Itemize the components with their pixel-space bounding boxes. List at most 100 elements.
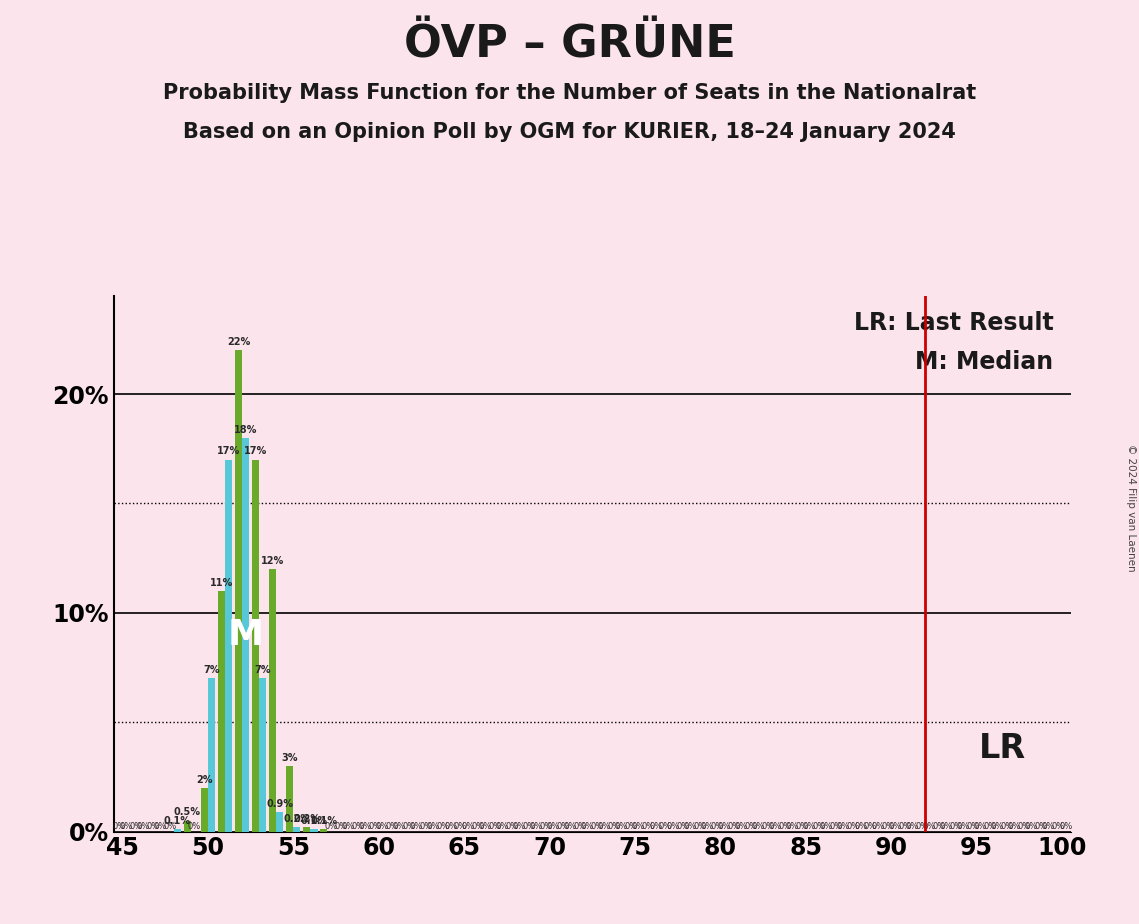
Text: 0%: 0% <box>786 822 798 831</box>
Text: 0%: 0% <box>813 822 826 831</box>
Text: 17%: 17% <box>244 446 268 456</box>
Text: 0%: 0% <box>147 822 159 831</box>
Text: Probability Mass Function for the Number of Seats in the Nationalrat: Probability Mass Function for the Number… <box>163 83 976 103</box>
Text: 0%: 0% <box>454 822 467 831</box>
Text: 0%: 0% <box>325 822 337 831</box>
Bar <box>276 812 284 832</box>
Text: 0%: 0% <box>1018 822 1031 831</box>
Text: 0%: 0% <box>974 822 986 831</box>
Text: M: Median: M: Median <box>916 350 1054 374</box>
Bar <box>320 830 327 832</box>
Text: 0.1%: 0.1% <box>164 816 191 826</box>
Text: 0%: 0% <box>386 822 399 831</box>
Text: 0%: 0% <box>598 822 611 831</box>
Text: 0%: 0% <box>950 822 962 831</box>
Text: 3%: 3% <box>281 753 298 762</box>
Text: 0%: 0% <box>523 822 535 831</box>
Text: 0%: 0% <box>564 822 576 831</box>
Bar <box>286 766 293 832</box>
Text: 0%: 0% <box>1025 822 1038 831</box>
Text: 0%: 0% <box>1001 822 1014 831</box>
Text: 0%: 0% <box>923 822 935 831</box>
Text: 0%: 0% <box>1035 822 1048 831</box>
Text: 0.2%: 0.2% <box>293 814 320 824</box>
Text: 0%: 0% <box>762 822 775 831</box>
Text: 0%: 0% <box>632 822 645 831</box>
Bar <box>303 827 310 832</box>
Text: 0%: 0% <box>557 822 570 831</box>
Text: 0%: 0% <box>933 822 945 831</box>
Text: 0%: 0% <box>478 822 491 831</box>
Bar <box>252 460 259 832</box>
Text: LR: Last Result: LR: Last Result <box>854 311 1054 335</box>
Text: 0%: 0% <box>984 822 997 831</box>
Text: 0%: 0% <box>677 822 689 831</box>
Text: 0%: 0% <box>854 822 867 831</box>
Text: 0%: 0% <box>164 822 177 831</box>
Bar <box>241 438 249 832</box>
Text: 0%: 0% <box>1008 822 1021 831</box>
Text: 0%: 0% <box>779 822 792 831</box>
Text: 0%: 0% <box>410 822 423 831</box>
Text: 0%: 0% <box>369 822 382 831</box>
Text: 0%: 0% <box>820 822 833 831</box>
Text: 0%: 0% <box>472 822 484 831</box>
Text: 0%: 0% <box>728 822 740 831</box>
Text: 0%: 0% <box>957 822 969 831</box>
Text: 0%: 0% <box>837 822 850 831</box>
Text: 0%: 0% <box>796 822 809 831</box>
Text: 0%: 0% <box>1052 822 1065 831</box>
Text: 0%: 0% <box>342 822 354 831</box>
Text: 18%: 18% <box>233 425 257 434</box>
Text: 0%: 0% <box>1042 822 1055 831</box>
Text: 0%: 0% <box>461 822 474 831</box>
Text: 0%: 0% <box>608 822 621 831</box>
Text: 0%: 0% <box>625 822 638 831</box>
Text: 0%: 0% <box>137 822 149 831</box>
Text: 0%: 0% <box>506 822 518 831</box>
Text: 0.2%: 0.2% <box>284 814 311 824</box>
Text: 0%: 0% <box>615 822 628 831</box>
Text: 7%: 7% <box>254 665 271 675</box>
Text: 0%: 0% <box>403 822 416 831</box>
Text: 0%: 0% <box>940 822 952 831</box>
Text: 11%: 11% <box>210 578 233 588</box>
Bar <box>173 830 181 832</box>
Text: 0%: 0% <box>591 822 604 831</box>
Text: 0%: 0% <box>113 822 125 831</box>
Text: 0%: 0% <box>352 822 364 831</box>
Text: 0%: 0% <box>659 822 672 831</box>
Text: 0%: 0% <box>899 822 911 831</box>
Text: 0%: 0% <box>906 822 918 831</box>
Text: 0%: 0% <box>700 822 713 831</box>
Text: 0%: 0% <box>437 822 450 831</box>
Text: 7%: 7% <box>203 665 220 675</box>
Text: 0%: 0% <box>513 822 525 831</box>
Text: 0%: 0% <box>967 822 980 831</box>
Text: 0%: 0% <box>865 822 877 831</box>
Text: 2%: 2% <box>196 774 213 784</box>
Text: 0%: 0% <box>916 822 928 831</box>
Text: 0%: 0% <box>427 822 440 831</box>
Bar <box>207 678 215 832</box>
Bar <box>310 830 318 832</box>
Text: Based on an Opinion Poll by OGM for KURIER, 18–24 January 2024: Based on an Opinion Poll by OGM for KURI… <box>183 122 956 142</box>
Bar <box>293 827 301 832</box>
Text: 0%: 0% <box>718 822 730 831</box>
Text: 0%: 0% <box>393 822 405 831</box>
Text: 0%: 0% <box>581 822 593 831</box>
Bar <box>200 788 207 832</box>
Text: 0%: 0% <box>574 822 587 831</box>
Text: 0%: 0% <box>882 822 894 831</box>
Text: 0%: 0% <box>335 822 347 831</box>
Text: 0%: 0% <box>711 822 723 831</box>
Text: 0%: 0% <box>649 822 662 831</box>
Text: M: M <box>228 618 263 651</box>
Text: LR: LR <box>978 732 1026 765</box>
Text: 0%: 0% <box>871 822 884 831</box>
Text: 22%: 22% <box>227 337 251 347</box>
Text: 0%: 0% <box>495 822 508 831</box>
Bar <box>235 350 241 832</box>
Text: 0%: 0% <box>188 822 200 831</box>
Text: 0%: 0% <box>991 822 1003 831</box>
